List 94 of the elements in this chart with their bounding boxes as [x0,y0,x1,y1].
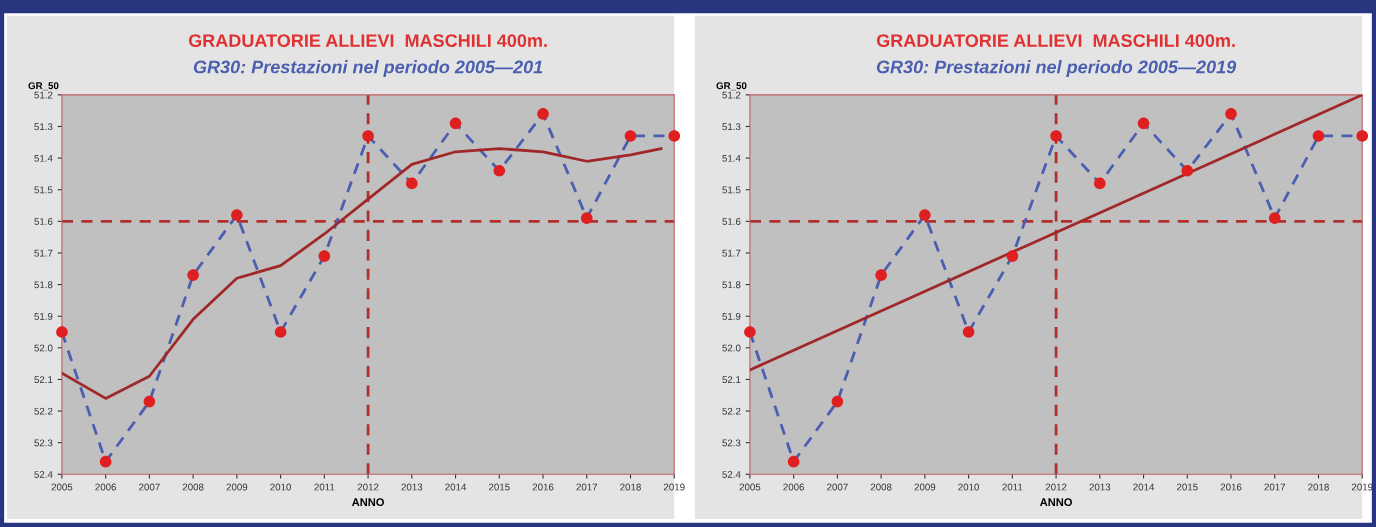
point [1181,164,1194,177]
y-tick-label: 51.9 [722,312,741,320]
point [449,117,462,130]
x-tick-label: 2005 [739,483,761,491]
x-tick-label: 2014 [445,483,467,491]
x-tick-label: 2017 [1264,483,1286,491]
point [624,130,637,142]
y-tick-label: 51.9 [34,312,53,320]
point [493,164,506,177]
x-tick-label: 2012 [357,483,379,491]
point [962,326,975,338]
x-tick-label: 2007 [139,483,160,491]
point [231,209,243,221]
x-tick-label: 2008 [870,483,892,491]
x-tick-label: 2007 [827,483,848,491]
point [1006,250,1019,262]
x-tick-label: 2006 [95,483,117,491]
x-tick-label: 2016 [1220,483,1242,491]
y-tick-label: 52.1 [722,376,741,384]
point [1137,117,1150,130]
y-axis-title: GR_50 [716,82,747,91]
chart-title: GRADUATORIE ALLIEVI MASCHILI 400m. [188,34,547,48]
point [1268,212,1281,224]
x-tick-label: 2018 [620,483,641,491]
point [831,395,844,408]
x-tick-label: 2010 [958,483,980,491]
y-tick-label: 51.5 [722,186,741,194]
point [1312,130,1325,142]
x-tick-label: 2016 [532,483,554,491]
x-tick-label: 2013 [1089,483,1111,491]
y-tick-label: 51.4 [34,154,53,162]
x-axis-title: ANNO [352,498,384,507]
x-tick-label: 2014 [1133,483,1155,491]
y-tick-label: 51.3 [722,123,741,131]
point [1094,177,1106,190]
x-tick-label: 2006 [783,483,805,491]
y-tick-label: 51.2 [722,91,741,99]
x-tick-label: 2011 [314,483,335,491]
point [668,130,681,142]
point [99,455,112,468]
x-tick-label: 2011 [1002,483,1023,491]
y-tick-label: 52.0 [34,344,53,352]
x-tick-label: 2009 [226,483,248,491]
point [362,130,374,142]
y-tick-label: 52.2 [722,407,741,415]
y-tick-label: 51.7 [34,249,53,257]
y-tick-label: 51.4 [722,154,741,162]
chart-subtitle: GR30: Prestazioni nel periodo 2005—201 [193,60,543,77]
x-tick-label: 2013 [401,483,423,491]
point [1225,108,1237,120]
x-tick-label: 2012 [1045,483,1067,491]
x-tick-label: 2015 [1176,483,1198,491]
x-tick-label: 2009 [914,483,936,491]
point [1050,130,1062,142]
y-tick-label: 52.4 [34,471,53,478]
chart-subtitle: GR30: Prestazioni nel periodo 2005—2019 [876,60,1237,77]
point [406,177,418,190]
x-tick-label: 2005 [51,483,73,491]
y-tick-label: 51.6 [34,218,53,225]
y-axis-title: GR_50 [28,82,59,91]
x-tick-label: 2019 [663,483,685,491]
x-tick-label: 2010 [270,483,292,491]
x-axis-title: ANNO [1040,498,1072,507]
point [919,209,931,221]
point [318,250,331,262]
point [875,269,887,281]
y-tick-label: 52.0 [722,344,741,352]
point [580,212,593,224]
x-tick-label: 2018 [1308,483,1329,491]
y-tick-label: 51.7 [722,249,741,257]
y-tick-label: 51.3 [34,123,53,131]
y-tick-label: 52.1 [34,376,53,384]
y-tick-label: 51.8 [722,281,741,289]
y-tick-label: 52.3 [34,439,53,447]
point [274,326,287,338]
y-tick-label: 52.3 [722,439,741,447]
x-tick-label: 2017 [576,483,598,491]
y-tick-label: 52.2 [34,407,53,415]
point [744,326,756,338]
point [537,108,549,120]
y-tick-label: 51.6 [722,218,741,225]
y-tick-label: 52.4 [722,471,741,478]
point [143,395,156,408]
point [187,269,199,281]
point [1356,130,1369,142]
x-tick-label: 2008 [182,483,204,491]
y-tick-label: 51.2 [34,91,53,99]
line-series [61,147,663,400]
x-tick-label: 2015 [488,483,510,491]
point [56,326,68,338]
y-tick-label: 51.5 [34,186,53,194]
point [787,455,800,468]
y-tick-label: 51.8 [34,281,53,289]
chart-title: GRADUATORIE ALLIEVI MASCHILI 400m. [876,34,1235,48]
